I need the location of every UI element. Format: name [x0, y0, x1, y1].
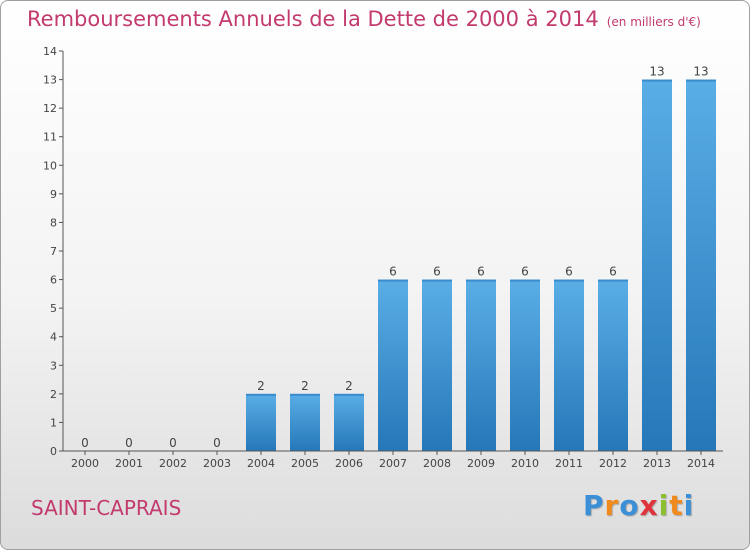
data-label-2001: 0: [125, 436, 133, 450]
bar-top-2013: [642, 79, 672, 82]
commune-name: SAINT-CAPRAIS: [31, 496, 182, 520]
data-label-2012: 6: [609, 265, 617, 279]
bars-group: [246, 79, 716, 452]
x-tick-label-2004: 2004: [247, 457, 275, 470]
logo-letter: P: [583, 489, 605, 522]
bar-top-2008: [422, 279, 452, 282]
bar-top-2014: [686, 79, 716, 82]
axes-group: [59, 50, 723, 455]
bar-top-2010: [510, 279, 540, 282]
labels-group: 0200002001020020200322004220052200662007…: [43, 45, 715, 470]
y-tick-label-4: 4: [50, 331, 57, 344]
logo-letter: r: [604, 489, 620, 522]
x-tick-label-2014: 2014: [687, 457, 715, 470]
data-label-2011: 6: [565, 265, 573, 279]
bar-2006: [334, 393, 364, 451]
bar-top-2012: [598, 279, 628, 282]
bar-2012: [598, 279, 628, 451]
logo-letter: t: [669, 489, 684, 522]
x-tick-label-2011: 2011: [555, 457, 583, 470]
x-tick-label-2013: 2013: [643, 457, 671, 470]
x-tick-label-2006: 2006: [335, 457, 363, 470]
bar-top-2004: [246, 393, 276, 396]
y-tick-label-0: 0: [50, 445, 57, 458]
data-label-2010: 6: [521, 265, 529, 279]
bar-2011: [554, 279, 584, 451]
data-label-2008: 6: [433, 265, 441, 279]
data-label-2005: 2: [301, 379, 309, 393]
bar-2005: [290, 393, 320, 451]
x-tick-label-2008: 2008: [423, 457, 451, 470]
chart-subtitle: (en milliers d'€): [606, 15, 701, 29]
x-tick-label-2009: 2009: [467, 457, 495, 470]
data-label-2002: 0: [169, 436, 177, 450]
proxiti-logo: Proxiti: [583, 489, 694, 522]
bar-top-2009: [466, 279, 496, 282]
data-label-2000: 0: [81, 436, 89, 450]
bar-2007: [378, 279, 408, 451]
x-tick-label-2012: 2012: [599, 457, 627, 470]
chart-title: Remboursements Annuels de la Dette de 20…: [27, 7, 701, 31]
bar-top-2006: [334, 393, 364, 396]
logo-letter: x: [639, 489, 659, 522]
y-tick-label-10: 10: [43, 159, 57, 172]
y-tick-label-14: 14: [43, 45, 57, 58]
bar-2014: [686, 79, 716, 452]
y-tick-label-7: 7: [50, 245, 57, 258]
x-tick-label-2005: 2005: [291, 457, 319, 470]
y-tick-label-2: 2: [50, 388, 57, 401]
bar-2004: [246, 393, 276, 451]
data-label-2006: 2: [345, 379, 353, 393]
y-tick-label-5: 5: [50, 302, 57, 315]
bar-2008: [422, 279, 452, 451]
y-tick-label-11: 11: [43, 131, 57, 144]
bar-2009: [466, 279, 496, 451]
bar-top-2007: [378, 279, 408, 282]
bar-2013: [642, 79, 672, 452]
x-tick-label-2010: 2010: [511, 457, 539, 470]
data-label-2004: 2: [257, 379, 265, 393]
y-tick-label-3: 3: [50, 359, 57, 372]
x-tick-label-2003: 2003: [203, 457, 231, 470]
data-label-2003: 0: [213, 436, 221, 450]
x-tick-label-2007: 2007: [379, 457, 407, 470]
x-tick-label-2000: 2000: [71, 457, 99, 470]
y-tick-label-6: 6: [50, 274, 57, 287]
data-label-2009: 6: [477, 265, 485, 279]
logo-letter: o: [619, 489, 640, 522]
logo-letter: i: [683, 489, 695, 522]
y-tick-label-9: 9: [50, 188, 57, 201]
y-tick-label-12: 12: [43, 102, 57, 115]
y-tick-label-13: 13: [43, 74, 57, 87]
data-label-2007: 6: [389, 265, 397, 279]
bar-2010: [510, 279, 540, 451]
x-tick-label-2001: 2001: [115, 457, 143, 470]
logo-letter: i: [658, 489, 670, 522]
bar-top-2011: [554, 279, 584, 282]
bar-top-2005: [290, 393, 320, 396]
x-tick-label-2002: 2002: [159, 457, 187, 470]
y-tick-label-1: 1: [50, 416, 57, 429]
data-label-2014: 13: [693, 65, 708, 79]
data-label-2013: 13: [649, 65, 664, 79]
y-tick-label-8: 8: [50, 216, 57, 229]
chart-title-text: Remboursements Annuels de la Dette de 20…: [27, 7, 599, 31]
